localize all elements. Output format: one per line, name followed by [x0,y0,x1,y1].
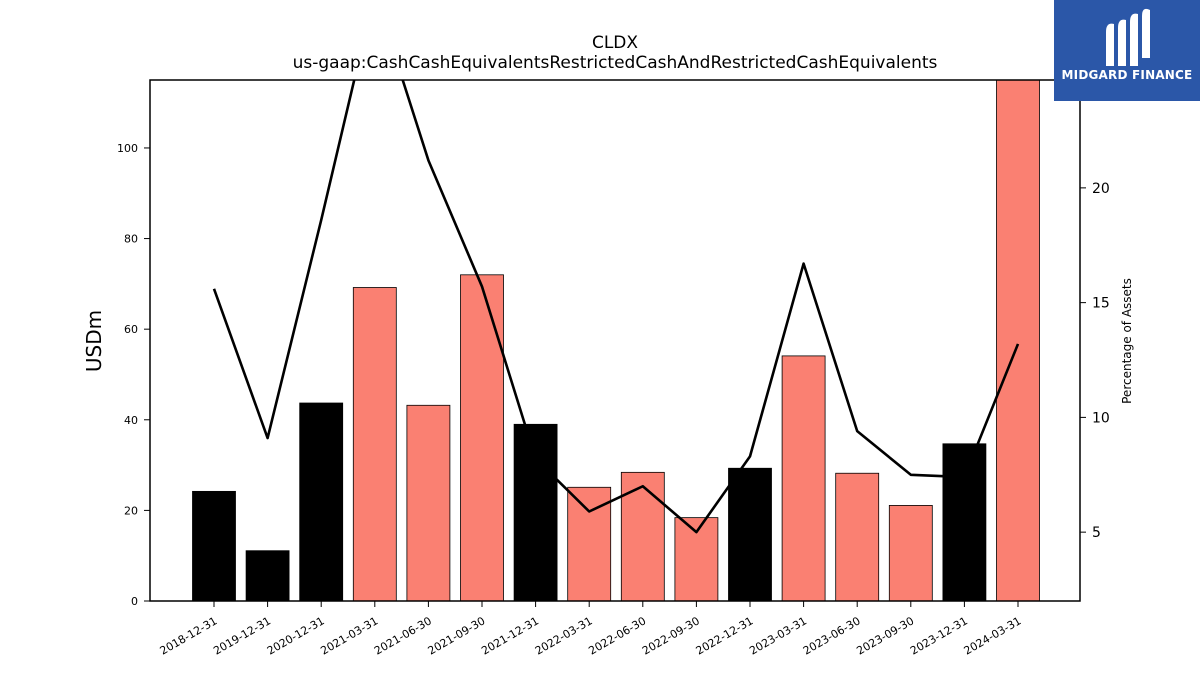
x-tick-label: 2021-09-30 [426,614,488,657]
x-tick-label: 2021-12-31 [479,614,541,657]
y-tick-label: 20 [124,504,138,517]
bar-2023-09-30 [888,505,933,601]
x-tick-label: 2020-12-31 [265,614,327,657]
y2-tick-label: 15 [1092,296,1110,312]
x-tick-label: 2022-06-30 [586,614,648,657]
y-axis-left: 0 20 40 60 80 100 [117,142,150,608]
x-tick-label: 2024-03-31 [962,614,1024,657]
logo-text: MIDGARD FINANCE [1061,68,1193,82]
y-axis-label: USDm [82,310,106,372]
bar-2021-12-31 [513,423,558,601]
y-tick-label: 40 [124,414,138,427]
x-tick-label: 2019-12-31 [211,614,273,657]
bar-2022-06-30 [620,471,665,601]
bar-2022-12-31 [728,467,772,601]
bar-2021-03-31 [352,287,397,601]
x-tick-label: 2023-12-31 [908,614,970,657]
x-tick-label: 2022-12-31 [694,614,756,657]
y2-tick-label: 5 [1092,525,1101,541]
bar-2023-12-31 [942,443,987,601]
bar-2024-03-31 [996,80,1040,601]
y2-tick-label: 10 [1092,410,1110,426]
percentage-line [212,80,1020,534]
x-tick-label: 2021-03-31 [318,614,380,657]
bar-2021-09-30 [460,274,504,601]
bar-2021-06-30 [406,404,451,601]
y2-tick-label: 20 [1092,181,1110,197]
bar-2019-12-31 [245,550,290,601]
y2-axis-label: Percentage of Assets [1120,278,1134,404]
x-tick-label: 2023-06-30 [801,614,863,657]
bar-2018-12-31 [192,490,236,601]
bar-2023-03-31 [781,355,826,601]
y-tick-label: 0 [131,595,138,608]
logo-mark-icon [1106,8,1150,66]
y-axis-right: 5 10 15 20 [1080,181,1110,541]
x-tick-label: 2023-09-30 [854,614,916,657]
x-tick-label: 2022-03-31 [533,614,595,657]
x-tick-label: 2022-09-30 [640,614,702,657]
plot-frame [149,79,1081,602]
bar-2020-12-31 [299,402,344,601]
x-axis: 2018-12-312019-12-312020-12-312021-03-31… [158,601,1024,658]
chart-title: CLDX [592,33,638,53]
x-tick-label: 2021-06-30 [372,614,434,657]
midgard-finance-logo: MIDGARD FINANCE [1054,0,1200,101]
line-series [212,80,1020,534]
y-tick-label: 60 [124,323,138,336]
chart-subtitle: us-gaap:CashCashEquivalentsRestrictedCas… [293,53,938,73]
y-tick-label: 80 [124,233,138,246]
x-tick-label: 2018-12-31 [158,614,220,657]
x-tick-label: 2023-03-31 [747,614,809,657]
bar-series [192,80,1040,601]
y-tick-label: 100 [117,142,138,155]
bar-2023-06-30 [835,472,880,601]
bar-2022-03-31 [567,486,612,601]
